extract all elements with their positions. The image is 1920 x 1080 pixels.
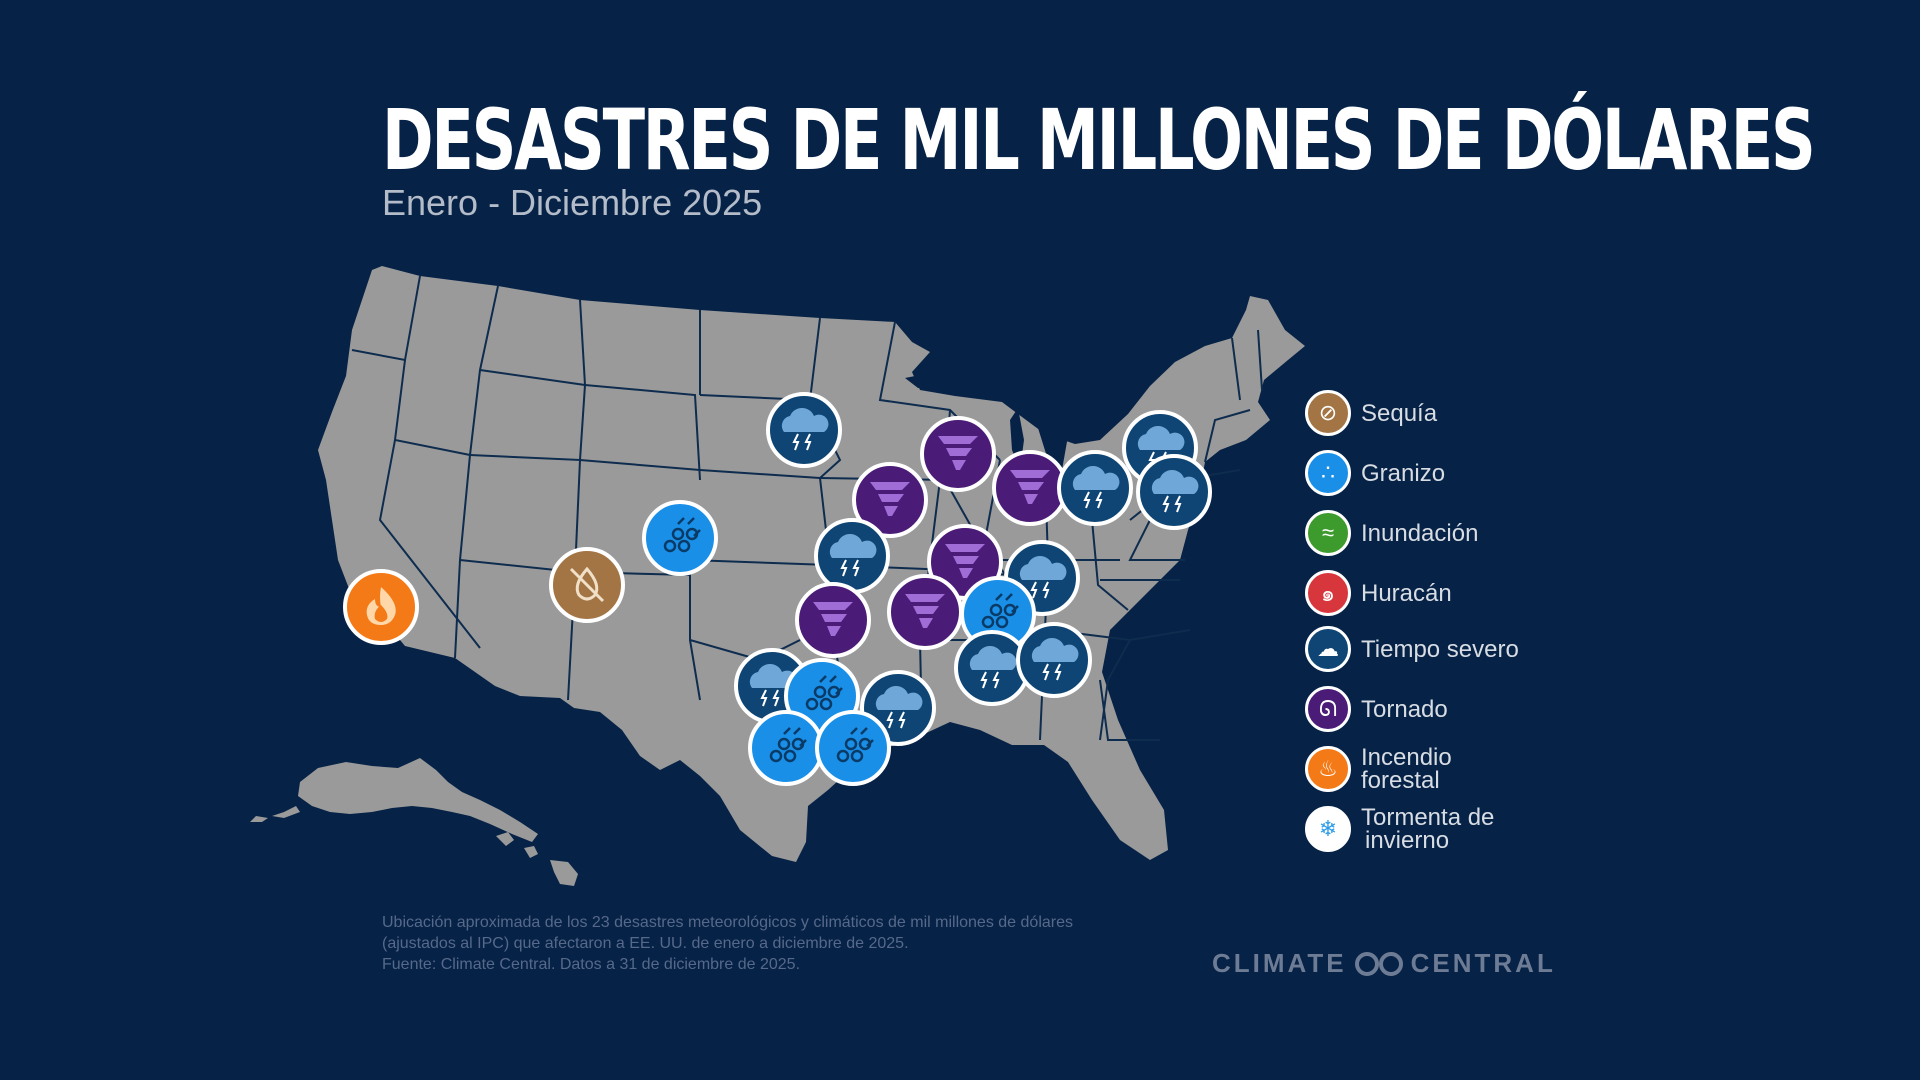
disaster-markers	[343, 392, 1212, 786]
map-marker-severe	[766, 392, 842, 468]
map-marker-severe	[1136, 454, 1212, 530]
legend-label-tornado: Tornado	[1361, 695, 1448, 723]
map-marker-severe	[814, 518, 890, 594]
legend-label-hurricane: Huracán	[1361, 579, 1452, 607]
brand-right: CENTRAL	[1410, 948, 1556, 978]
flood-icon: ≈	[1305, 510, 1351, 556]
legend-item-wildfire: ♨ Incendio forestal	[1305, 744, 1452, 794]
legend-label-hail: Granizo	[1361, 459, 1446, 487]
footnote-line-2: (ajustados al IPC) que afectaron a EE. U…	[382, 935, 909, 952]
map-marker-wildfire	[343, 569, 419, 645]
legend-item-hurricane: ๑ Huracán	[1305, 568, 1452, 618]
map-marker-tornado	[795, 582, 871, 658]
map-marker-tornado	[920, 416, 996, 492]
map-marker-tornado	[852, 462, 928, 538]
legend-label-drought: Sequía	[1361, 399, 1438, 427]
drought-icon: ⊘	[1305, 390, 1351, 436]
map-marker-tornado	[992, 450, 1068, 526]
map-marker-hail	[642, 500, 718, 576]
great-lakes	[905, 372, 1192, 518]
legend-label-flood: Inundación	[1361, 519, 1479, 547]
hawaii-shape	[496, 832, 578, 886]
legend-item-winter: ❄ Tormenta de invierno	[1305, 804, 1494, 854]
tornado-icon: ᘏ	[1305, 686, 1351, 732]
page-subtitle: Enero - Diciembre 2025	[382, 182, 763, 223]
map-marker-hail	[748, 710, 824, 786]
map-marker-drought	[549, 547, 625, 623]
map-marker-tornado	[887, 574, 963, 650]
hail-icon: ∴	[1305, 450, 1351, 496]
legend-item-severe: ☁ Tiempo severo	[1305, 624, 1519, 674]
legend-label-winter-2: invierno	[1365, 827, 1450, 854]
alaska-shape	[298, 758, 538, 842]
wildfire-icon: ♨	[1305, 746, 1351, 792]
infinity-logo-icon	[1354, 951, 1403, 976]
legend-label-wildfire-1: Incendio	[1361, 744, 1452, 771]
footnote-line-1: Ubicación aproximada de los 23 desastres…	[382, 914, 1073, 931]
legend-item-drought: ⊘ Sequía	[1305, 388, 1437, 438]
map-marker-severe	[1016, 622, 1092, 698]
climate-central-logo: CLIMATE CENTRAL	[1212, 948, 1556, 979]
severe-storm-icon: ☁	[1305, 626, 1351, 672]
brand-left: CLIMATE	[1212, 948, 1347, 978]
legend-item-hail: ∴ Granizo	[1305, 448, 1445, 498]
legend-label-winter-1: Tormenta de	[1361, 804, 1495, 831]
page-title: DESASTRES DE MIL MILLONES DE DÓLARES	[382, 91, 1816, 189]
hurricane-icon: ๑	[1305, 570, 1351, 616]
legend-item-flood: ≈ Inundación	[1305, 508, 1478, 558]
alaska-islands	[250, 806, 300, 822]
legend-label-severe: Tiempo severo	[1361, 635, 1519, 663]
map-marker-severe	[1057, 450, 1133, 526]
footnote-line-3: Fuente: Climate Central. Datos a 31 de d…	[382, 956, 801, 973]
winter-storm-icon: ❄	[1305, 806, 1351, 852]
legend-label-wildfire-2: forestal	[1361, 767, 1440, 794]
legend-item-tornado: ᘏ Tornado	[1305, 684, 1448, 734]
footnote: Ubicación aproximada de los 23 desastres…	[382, 912, 1142, 975]
map-marker-hail	[815, 710, 891, 786]
